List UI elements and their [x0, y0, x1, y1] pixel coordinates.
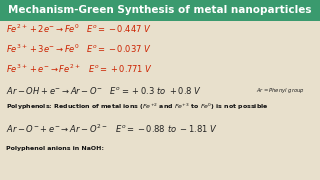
Text: Mechanism-Green Synthesis of metal nanoparticles: Mechanism-Green Synthesis of metal nanop…	[8, 5, 312, 15]
Text: $Fe^{3+} + 3e^{-} \rightarrow Fe^{0}$   $E^{o} = -0.037\ V$: $Fe^{3+} + 3e^{-} \rightarrow Fe^{0}$ $E…	[6, 43, 152, 55]
Text: Polyphenol anions in NaOH:: Polyphenol anions in NaOH:	[6, 146, 104, 151]
Text: $Fe^{2+} + 2e^{-} \rightarrow Fe^{0}$   $E^{o} = -0.447\ V$: $Fe^{2+} + 2e^{-} \rightarrow Fe^{0}$ $E…	[6, 23, 152, 35]
Text: $Ar - O^{-} + e^{-} \rightarrow Ar - O^{2-}$   $E^{o} = -0.88\ to\ -1.81\ V$: $Ar - O^{-} + e^{-} \rightarrow Ar - O^{…	[6, 123, 218, 135]
Bar	[0, 0, 320, 21]
Text: Polyphenols: Reduction of metal ions ($Fe^{+2}$ and $Fe^{+3}$ to $Fe^{0}$) is no: Polyphenols: Reduction of metal ions ($F…	[6, 101, 269, 112]
Text: $Ar - OH + e^{-} \rightarrow Ar - O^{-}$   $E^{o} = +0.3\ to\ +0.8\ V$: $Ar - OH + e^{-} \rightarrow Ar - O^{-}$…	[6, 85, 202, 96]
Text: $Ar = Phenyl\ group$: $Ar = Phenyl\ group$	[256, 86, 305, 95]
Text: $Fe^{3+} + e^{-} \rightarrow Fe^{2+}$   $E^{o} = +0.771\ V$: $Fe^{3+} + e^{-} \rightarrow Fe^{2+}$ $E…	[6, 63, 153, 75]
